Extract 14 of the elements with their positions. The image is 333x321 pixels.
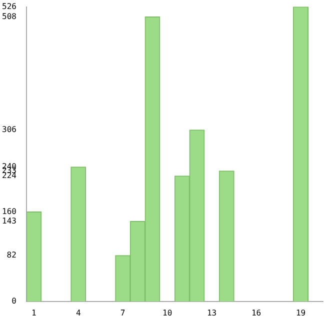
y-tick-label: 0 bbox=[12, 296, 17, 306]
y-tick-label: 82 bbox=[6, 250, 17, 260]
x-tick-label: 1 bbox=[31, 308, 36, 318]
x-tick-label: 4 bbox=[76, 308, 81, 318]
x-tick-label: 7 bbox=[120, 308, 126, 318]
y-tick-label: 143 bbox=[2, 216, 17, 226]
x-tick-label: 16 bbox=[251, 308, 262, 318]
y-tick-label: 306 bbox=[2, 125, 17, 134]
y-tick-label: 508 bbox=[2, 12, 17, 21]
x-tick-label: 19 bbox=[296, 308, 306, 318]
x-tick-label: 13 bbox=[206, 308, 217, 318]
y-tick-label: 526 bbox=[2, 2, 17, 11]
y-tick-label: 160 bbox=[2, 206, 17, 216]
x-tick-label: 10 bbox=[162, 308, 172, 318]
